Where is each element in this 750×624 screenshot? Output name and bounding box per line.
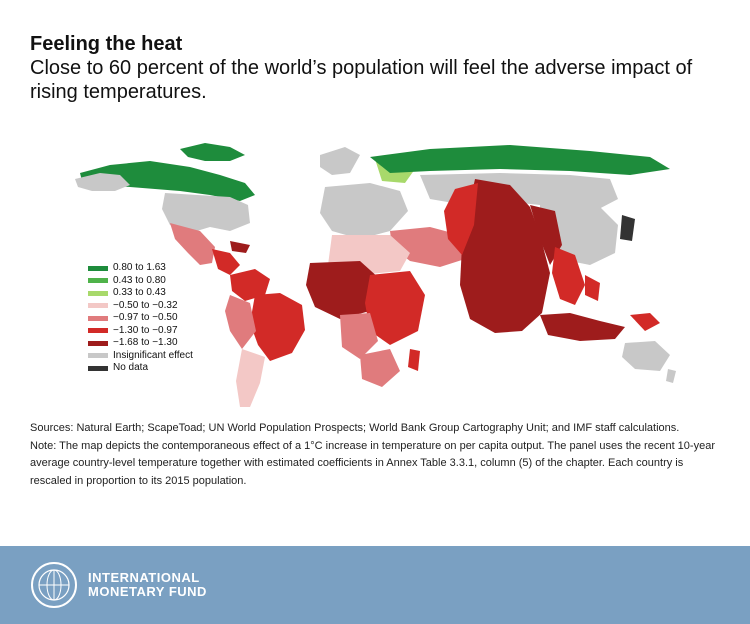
region-philippines	[585, 275, 600, 301]
region-west-africa	[306, 261, 380, 319]
page-subtitle: Close to 60 percent of the world’s popul…	[30, 57, 693, 103]
region-png	[630, 313, 660, 331]
region-middle-east	[390, 227, 465, 267]
legend-label: −0.97 to −0.50	[113, 312, 178, 323]
legend-item: −0.97 to −0.50	[88, 312, 193, 325]
region-alaska	[75, 173, 130, 191]
region-east-africa	[365, 271, 425, 345]
legend-label: 0.80 to 1.63	[113, 262, 166, 273]
legend-item: −1.30 to −0.97	[88, 325, 193, 338]
notes: Sources: Natural Earth; ScapeToad; UN Wo…	[30, 420, 720, 490]
note-text: Note: The map depicts the contemporaneou…	[30, 439, 715, 487]
region-australia	[622, 341, 670, 371]
region-usa	[162, 193, 250, 233]
region-japan-korea	[620, 215, 635, 241]
legend-item: Insignificant effect	[88, 350, 193, 363]
region-se-asia	[552, 247, 585, 305]
region-bangladesh	[530, 205, 562, 265]
region-peru-bolivia	[225, 295, 256, 349]
region-southern-africa	[360, 349, 400, 387]
legend-swatch	[88, 340, 108, 346]
region-russia-north	[370, 145, 670, 175]
region-india	[460, 179, 550, 333]
sources-text: Sources: Natural Earth; ScapeToad; UN Wo…	[30, 422, 680, 434]
legend-swatch	[88, 265, 108, 271]
region-canada-north	[80, 161, 255, 201]
org-name-line1: INTERNATIONAL	[88, 570, 200, 585]
region-colombia-venezuela	[230, 269, 270, 301]
page-title: Feeling the heat	[30, 33, 183, 55]
legend-item: 0.80 to 1.63	[88, 262, 193, 275]
region-madagascar	[408, 349, 420, 371]
legend-swatch	[88, 328, 108, 334]
org-name-line2: MONETARY FUND	[88, 584, 207, 599]
region-brazil	[250, 293, 305, 361]
region-greenland	[320, 147, 360, 175]
org-name: INTERNATIONAL MONETARY FUND	[88, 571, 207, 599]
legend-swatch	[88, 353, 108, 359]
region-mexico	[170, 223, 215, 265]
region-caribbean	[230, 241, 250, 253]
legend-item: 0.33 to 0.43	[88, 287, 193, 300]
footer-bar: INTERNATIONAL MONETARY FUND	[0, 546, 750, 624]
legend-swatch	[88, 303, 108, 309]
region-indonesia	[540, 313, 625, 341]
legend-item: 0.43 to 0.80	[88, 275, 193, 288]
region-canada-islands	[180, 143, 245, 161]
region-europe	[320, 183, 408, 239]
cartogram-map	[75, 143, 676, 407]
legend-label: 0.43 to 0.80	[113, 274, 166, 286]
legend-item: −0.50 to −0.32	[88, 300, 193, 313]
region-nz	[666, 369, 676, 383]
region-pakistan	[444, 183, 478, 255]
legend-label: Insignificant effect	[113, 349, 193, 361]
region-central-america	[212, 249, 240, 275]
legend-label: No data	[113, 362, 149, 373]
legend-swatch	[88, 315, 108, 321]
legend-label: −1.68 to −1.30	[113, 337, 178, 348]
region-argentina-chile	[236, 349, 265, 407]
header: Feeling the heat Close to 60 percent of …	[30, 32, 730, 104]
legend-label: −0.50 to −0.32	[113, 299, 178, 311]
legend-label: −1.30 to −0.97	[113, 324, 178, 336]
map-legend: 0.80 to 1.63 0.43 to 0.80 0.33 to 0.43 −…	[88, 262, 193, 375]
legend-swatch	[88, 278, 108, 284]
imf-seal-icon	[31, 562, 77, 608]
legend-item: No data	[88, 362, 193, 375]
region-central-africa	[340, 313, 378, 359]
legend-item: −1.68 to −1.30	[88, 337, 193, 350]
legend-label: 0.33 to 0.43	[113, 287, 166, 298]
legend-swatch	[88, 365, 108, 371]
legend-swatch	[88, 290, 108, 296]
